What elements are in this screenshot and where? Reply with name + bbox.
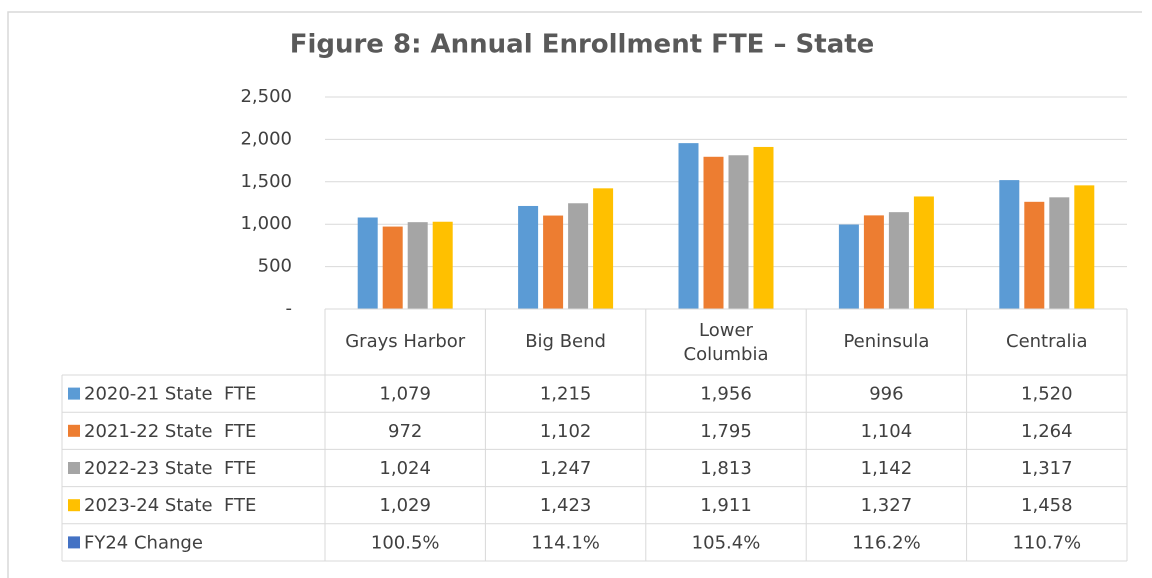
bar — [432, 221, 453, 309]
bar — [999, 180, 1020, 309]
frame — [7, 11, 1142, 578]
table-value: 1,813 — [700, 458, 752, 479]
table-value: 972 — [388, 421, 422, 442]
chart-title: Figure 8: Annual Enrollment FTE – State — [290, 30, 875, 60]
y-tick-label: 1,500 — [240, 171, 292, 192]
legend-key — [68, 499, 80, 512]
table-value: 1,024 — [379, 458, 431, 479]
y-tick-label: 1,000 — [240, 213, 292, 234]
bar — [407, 222, 428, 309]
table-value: 1,795 — [700, 421, 752, 442]
legend-key — [68, 387, 80, 400]
category-label: Peninsula — [843, 331, 929, 352]
table-value: 1,247 — [540, 458, 592, 479]
table-value: 1,423 — [540, 495, 592, 516]
table-value: 114.1% — [531, 532, 600, 553]
table-value: 1,215 — [540, 384, 592, 405]
table-value: 996 — [869, 384, 903, 405]
category-label: Centralia — [1006, 331, 1088, 352]
legend-label: 2023-24 State FTE — [84, 495, 256, 516]
legend-key — [68, 424, 80, 437]
legend-label: 2021-22 State FTE — [84, 421, 256, 442]
y-tick-label: 2,500 — [240, 86, 292, 107]
bar — [678, 143, 699, 309]
legend-label: FY24 Change — [84, 532, 203, 553]
table-value: 116.2% — [852, 532, 921, 553]
bar — [518, 205, 539, 309]
legend-label: 2022-23 State FTE — [84, 458, 256, 479]
legend-key — [68, 462, 80, 474]
table-value: 1,327 — [861, 495, 913, 516]
bar — [913, 196, 934, 309]
category-label-line: Columbia — [684, 344, 769, 365]
bar — [593, 188, 614, 309]
legend-key — [68, 536, 80, 549]
bar — [838, 224, 859, 309]
bar — [1024, 201, 1045, 309]
bar — [382, 226, 403, 309]
y-tick-label: 2,000 — [240, 128, 292, 149]
table-value: 105.4% — [692, 532, 761, 553]
bar — [888, 212, 909, 309]
y-tick-label: 500 — [258, 256, 292, 277]
table-value: 1,458 — [1021, 495, 1073, 516]
category-label: Lower Columbia — [684, 320, 769, 365]
category-label: Big Bend — [525, 331, 606, 352]
table-value: 1,104 — [861, 421, 913, 442]
table-value: 1,102 — [540, 421, 592, 442]
table-value: 1,029 — [379, 495, 431, 516]
bar — [863, 215, 884, 309]
table-value: 1,142 — [861, 458, 913, 479]
y-tick-label: - — [286, 298, 293, 319]
bar — [1049, 197, 1070, 309]
table-value: 1,520 — [1021, 384, 1073, 405]
bar — [568, 203, 589, 309]
category-label-line: Lower — [699, 320, 754, 341]
table-value: 1,264 — [1021, 421, 1073, 442]
bar — [357, 217, 378, 309]
legend-label: 2020-21 State FTE — [84, 384, 256, 405]
bar — [543, 215, 564, 309]
bar — [1074, 185, 1095, 309]
bar — [703, 156, 724, 309]
category-label: Grays Harbor — [345, 331, 466, 352]
table-value: 1,956 — [700, 384, 752, 405]
table-value: 100.5% — [371, 532, 440, 553]
bar — [728, 155, 749, 309]
table-value: 1,911 — [700, 495, 752, 516]
table-value: 110.7% — [1012, 532, 1081, 553]
table-value: 1,079 — [379, 384, 431, 405]
table-value: 1,317 — [1021, 458, 1073, 479]
bar — [753, 146, 774, 309]
